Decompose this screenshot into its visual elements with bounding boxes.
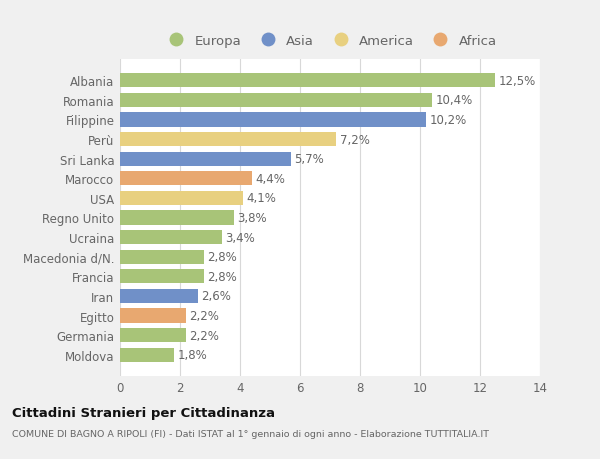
Text: 2,8%: 2,8% [208,251,238,263]
Bar [120,269,204,284]
Bar [120,133,336,147]
Bar [120,172,252,186]
Bar [120,250,204,264]
Text: 10,4%: 10,4% [436,94,473,107]
Text: Cittadini Stranieri per Cittadinanza: Cittadini Stranieri per Cittadinanza [12,406,275,419]
Text: 3,4%: 3,4% [226,231,256,244]
Bar [120,230,222,245]
Bar [120,348,174,362]
Bar [120,309,186,323]
Legend: Europa, Asia, America, Africa: Europa, Asia, America, Africa [163,34,497,48]
Bar [120,328,186,342]
Bar [120,113,426,127]
Text: 7,2%: 7,2% [340,133,370,146]
Text: 5,7%: 5,7% [295,153,325,166]
Text: 1,8%: 1,8% [178,348,208,361]
Text: 4,4%: 4,4% [256,173,286,185]
Text: 2,2%: 2,2% [190,329,220,342]
Text: 4,1%: 4,1% [247,192,277,205]
Text: 12,5%: 12,5% [499,75,536,88]
Bar [120,211,234,225]
Text: COMUNE DI BAGNO A RIPOLI (FI) - Dati ISTAT al 1° gennaio di ogni anno - Elaboraz: COMUNE DI BAGNO A RIPOLI (FI) - Dati IST… [12,429,489,438]
Bar [120,152,291,167]
Bar [120,94,432,108]
Text: 2,6%: 2,6% [202,290,232,303]
Bar [120,191,243,206]
Text: 3,8%: 3,8% [238,212,267,224]
Bar [120,289,198,303]
Text: 2,2%: 2,2% [190,309,220,322]
Text: 2,8%: 2,8% [208,270,238,283]
Bar [120,74,495,88]
Text: 10,2%: 10,2% [430,114,467,127]
